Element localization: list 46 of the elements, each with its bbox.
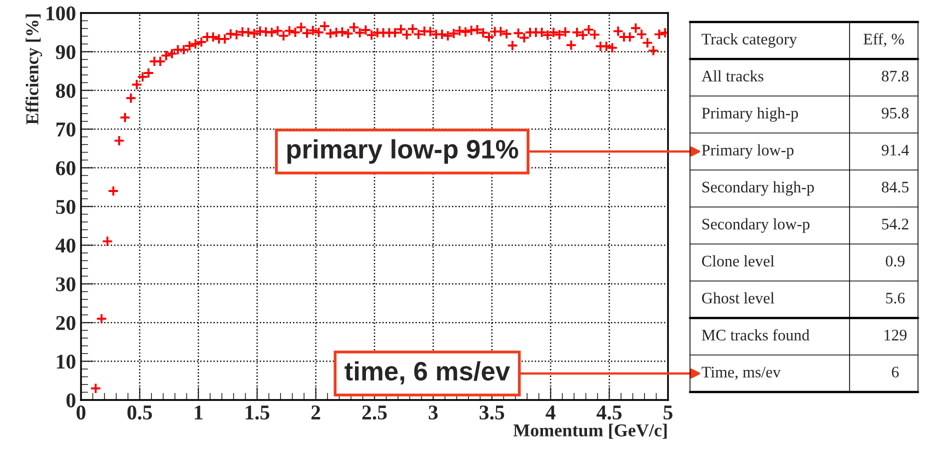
y-tick-label: 40 [56,238,76,253]
y-tick-label: 80 [56,84,76,98]
data-label: 95.8 [882,108,909,119]
category-label: Secondary low-p [702,218,810,233]
y-tick-label: 0 [66,393,76,408]
y-tick-label: 100 [46,6,76,20]
y-tick-label: 60 [56,161,76,176]
y-tick-label: 70 [56,122,76,137]
x-tick-label: 1.5 [246,406,270,420]
category-label: Secondary high-p [702,181,814,196]
y-tick-label: 10 [56,354,76,369]
x-tick-label: 1 [194,406,203,420]
x-tick-label: 2.5 [362,406,387,420]
x-tick-label: 0.5 [127,405,152,420]
x-tick-label: 2 [311,406,320,420]
y-tick-label: 50 [56,200,76,214]
y-tick-label: 20 [56,316,76,330]
text: Eff, % [864,33,904,47]
data-label: 84.5 [882,182,909,193]
x-tick-label: 0 [76,405,86,420]
category-label: All tracks [702,70,764,82]
data-label: 54.2 [882,218,908,230]
category-label: MC tracks found [702,329,810,340]
data-label: 87.8 [882,70,909,82]
x-tick-label: 4 [546,406,556,420]
annotation: primary low-p 91% [287,139,518,164]
category-label: Clone level [702,255,774,266]
x-tick-label: 3.5 [480,406,504,420]
category-label: Ghost level [702,292,774,304]
x-tick-label: 4.5 [596,406,622,420]
y-tick-label: 30 [56,277,76,292]
annotation: time, 6 ms/ev [344,361,510,384]
category-label: Primary high-p [702,107,798,122]
x-tick-label: 3 [428,406,438,420]
x-axis-title: Momentum [GeV/c] [513,424,667,439]
category-label: Time, ms/ev [702,366,781,380]
data-label: 6 [892,366,899,378]
y-tick-label: 90 [56,45,76,60]
data-label: 91.4 [882,144,909,156]
x-tick-label: 5 [664,406,672,420]
data-label: 129 [884,330,907,340]
category-label: Primary low-p [702,144,794,159]
data-label: 0.9 [886,256,905,267]
data-label: 5.6 [886,292,905,304]
text: Track category [702,33,797,48]
y-axis-title: Efficiency [%] [26,14,42,124]
